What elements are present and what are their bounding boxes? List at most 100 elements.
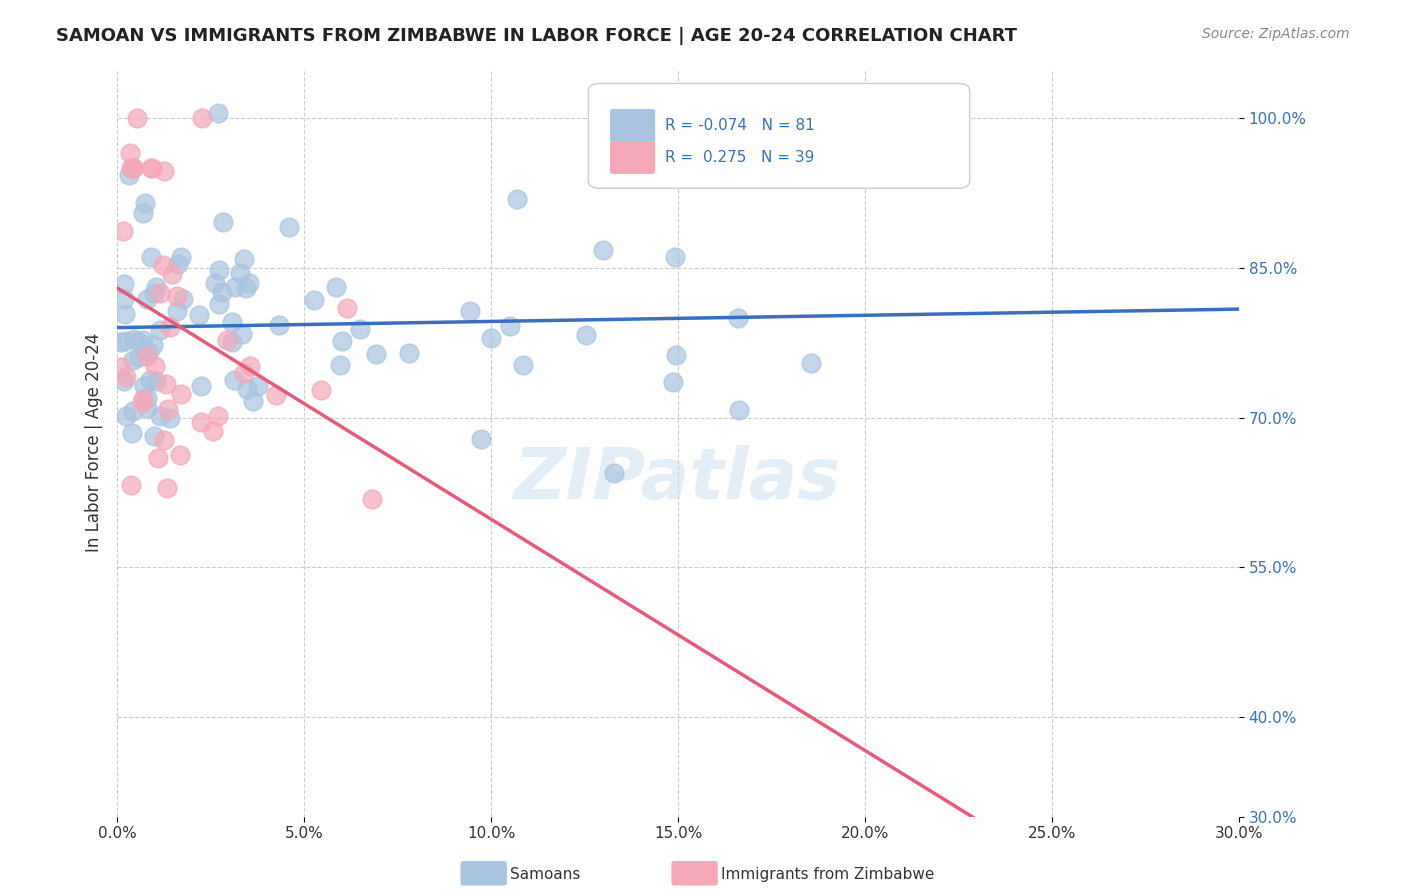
- Point: [247, 379, 270, 393]
- Point: [122, 332, 145, 346]
- Point: [122, 161, 145, 176]
- Point: [156, 481, 179, 495]
- Point: [470, 432, 492, 446]
- Point: [121, 425, 143, 440]
- Point: [120, 477, 142, 491]
- Point: [132, 379, 155, 393]
- FancyBboxPatch shape: [610, 110, 655, 141]
- Point: [131, 396, 153, 410]
- Point: [170, 387, 193, 401]
- Point: [727, 310, 749, 325]
- Point: [330, 334, 353, 348]
- Point: [239, 359, 262, 374]
- Point: [114, 334, 136, 349]
- Point: [121, 404, 143, 418]
- Point: [190, 379, 212, 393]
- Point: [398, 346, 420, 360]
- Point: [602, 467, 624, 481]
- Point: [512, 359, 534, 373]
- Point: [264, 388, 287, 402]
- Point: [132, 334, 155, 348]
- Point: [112, 277, 135, 291]
- Point: [114, 370, 136, 384]
- Point: [125, 112, 148, 126]
- Point: [159, 411, 181, 425]
- Point: [592, 243, 614, 257]
- Point: [120, 145, 142, 160]
- Point: [134, 196, 156, 211]
- Point: [135, 401, 157, 415]
- Point: [506, 192, 529, 206]
- Point: [120, 161, 142, 176]
- Text: R = -0.074   N = 81: R = -0.074 N = 81: [665, 118, 814, 133]
- Point: [138, 345, 160, 359]
- Point: [208, 263, 231, 277]
- Text: Source: ZipAtlas.com: Source: ZipAtlas.com: [1202, 27, 1350, 41]
- Point: [575, 327, 598, 342]
- Point: [160, 267, 183, 281]
- Point: [166, 303, 188, 318]
- Point: [136, 391, 159, 405]
- Point: [159, 320, 181, 334]
- Point: [329, 358, 352, 372]
- Point: [145, 280, 167, 294]
- Point: [204, 276, 226, 290]
- Point: [349, 322, 371, 336]
- Point: [172, 293, 194, 307]
- Point: [221, 334, 243, 349]
- Point: [232, 366, 254, 380]
- Point: [122, 161, 145, 176]
- Point: [149, 285, 172, 300]
- Text: SAMOAN VS IMMIGRANTS FROM ZIMBABWE IN LABOR FORCE | AGE 20-24 CORRELATION CHART: SAMOAN VS IMMIGRANTS FROM ZIMBABWE IN LA…: [56, 27, 1017, 45]
- Point: [112, 374, 135, 388]
- Point: [302, 293, 325, 307]
- Point: [114, 409, 136, 423]
- Point: [143, 286, 166, 301]
- Point: [664, 250, 686, 264]
- Point: [128, 350, 150, 364]
- Point: [149, 409, 172, 424]
- Point: [170, 250, 193, 264]
- Point: [311, 384, 333, 398]
- Point: [207, 409, 229, 423]
- Point: [143, 359, 166, 374]
- Point: [148, 323, 170, 337]
- Point: [118, 169, 141, 183]
- Point: [167, 257, 190, 271]
- Point: [229, 266, 252, 280]
- Point: [112, 223, 135, 237]
- Point: [207, 106, 229, 120]
- Point: [325, 280, 347, 294]
- Point: [139, 373, 162, 387]
- Text: ZIPatlas: ZIPatlas: [515, 445, 842, 515]
- Point: [110, 359, 132, 374]
- Text: Samoans: Samoans: [510, 867, 581, 881]
- Point: [207, 297, 229, 311]
- Point: [114, 307, 136, 321]
- Point: [166, 289, 188, 303]
- Point: [211, 285, 233, 299]
- Y-axis label: In Labor Force | Age 20-24: In Labor Force | Age 20-24: [86, 333, 103, 552]
- Point: [458, 303, 481, 318]
- Point: [191, 112, 214, 126]
- Point: [132, 392, 155, 406]
- Point: [242, 393, 264, 408]
- FancyBboxPatch shape: [610, 142, 655, 173]
- Point: [139, 161, 162, 175]
- Point: [231, 326, 253, 341]
- Point: [145, 374, 167, 388]
- Point: [127, 334, 149, 349]
- Point: [139, 250, 162, 264]
- Point: [142, 338, 165, 352]
- Point: [152, 258, 174, 272]
- Point: [278, 220, 301, 235]
- Point: [212, 215, 235, 229]
- Point: [366, 347, 388, 361]
- Point: [169, 448, 191, 462]
- Point: [112, 293, 135, 307]
- Point: [238, 277, 260, 291]
- Point: [499, 319, 522, 334]
- Point: [157, 402, 180, 417]
- Point: [188, 308, 211, 322]
- Point: [155, 376, 177, 391]
